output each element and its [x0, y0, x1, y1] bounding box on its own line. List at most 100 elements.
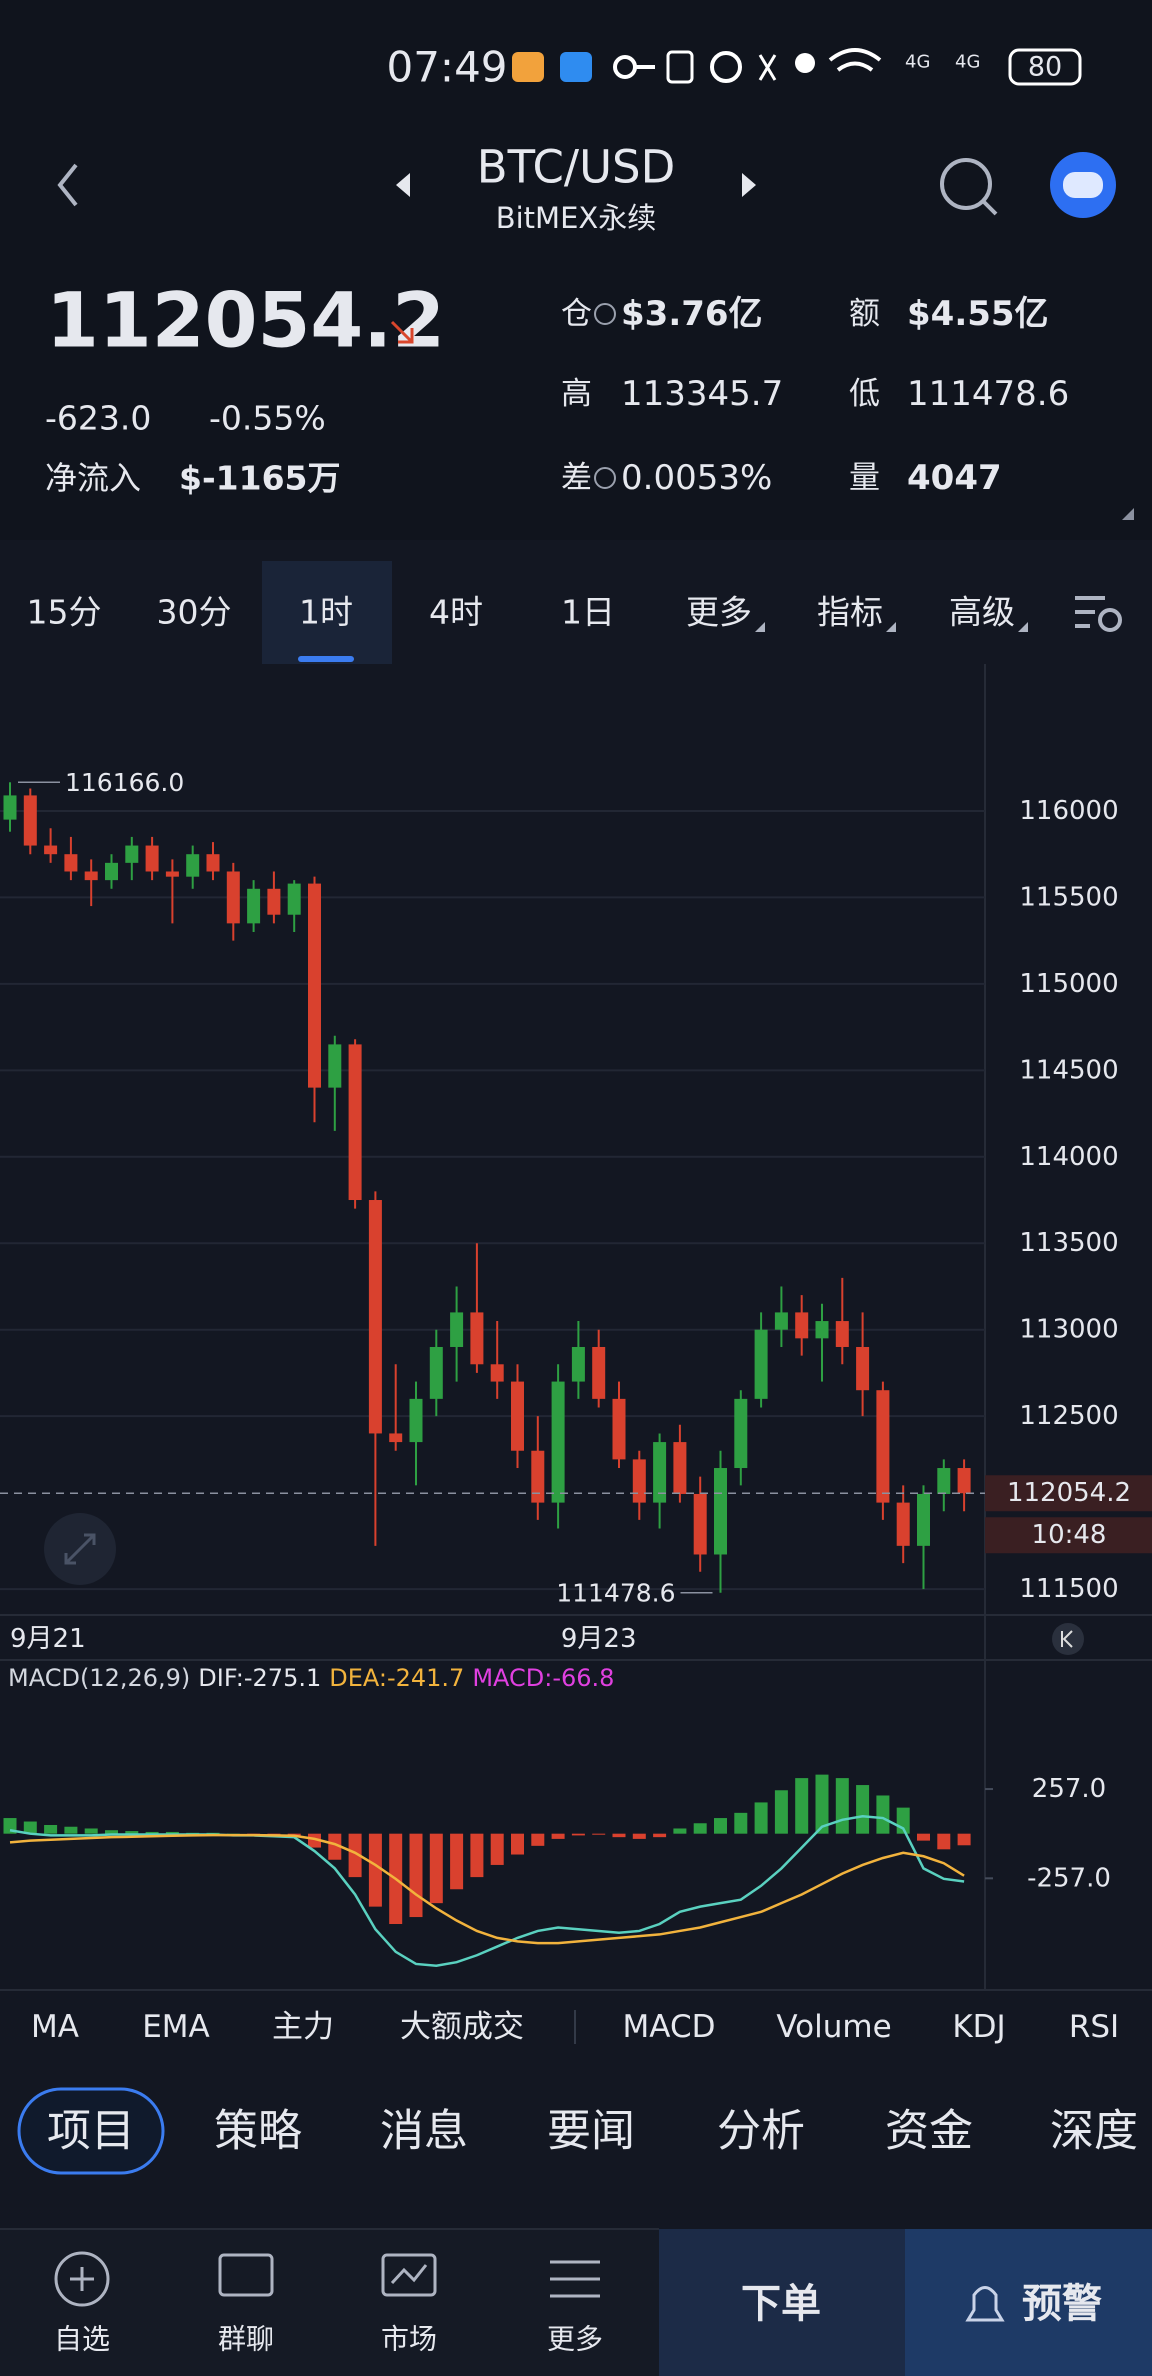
scroll-latest-icon: [1061, 1630, 1073, 1648]
info-icon[interactable]: [594, 467, 616, 489]
y-tick-label: 113500: [1019, 1228, 1118, 1258]
stat-value: $-1165万: [179, 459, 341, 498]
section-tab[interactable]: 资金: [885, 2106, 973, 2157]
fullscreen-icon: [64, 1533, 96, 1565]
macd-bar: [612, 1833, 626, 1838]
nav-icon: [54, 2251, 110, 2307]
search-button[interactable]: [940, 158, 992, 210]
macd-legend-item: DIF:-275.1: [198, 1664, 321, 1692]
nav-icon: [70, 2267, 94, 2291]
timeframe-tab[interactable]: 15分: [27, 593, 102, 632]
candle-body: [856, 1346, 870, 1391]
order-button[interactable]: 下单: [741, 2281, 821, 2327]
bluetooth-icon: [758, 54, 777, 81]
price-change-pct: -0.55%: [209, 399, 326, 438]
candle-body: [571, 1346, 585, 1382]
battery-outline: [1008, 48, 1082, 86]
macd-bar: [571, 1833, 585, 1836]
dropdown-mark: [886, 622, 896, 632]
order-button-bg[interactable]: [659, 2229, 905, 2376]
candle-body: [957, 1468, 971, 1494]
macd-bar: [714, 1818, 727, 1834]
timeframe-tab[interactable]: 指标: [817, 593, 883, 632]
info-icon[interactable]: [594, 303, 616, 325]
location-icon: [795, 53, 815, 73]
stat-value: 4047: [907, 458, 1002, 498]
nav-icon: [381, 2253, 437, 2297]
macd-bar: [917, 1833, 930, 1841]
stat-label: 高: [561, 376, 592, 412]
nav-item[interactable]: 市场: [381, 2323, 437, 2356]
countdown-label: 10:48: [1032, 1520, 1107, 1550]
next-symbol[interactable]: [742, 173, 756, 197]
timeframe-tab[interactable]: 1时: [299, 593, 353, 632]
macd-bar: [957, 1833, 971, 1846]
macd-bar: [125, 1831, 139, 1834]
timeframe-tab[interactable]: 4时: [429, 593, 483, 632]
candle-body: [835, 1321, 849, 1347]
indicator-tab[interactable]: KDJ: [952, 2009, 1005, 2045]
candle-body: [226, 871, 240, 924]
section-tab[interactable]: 策略: [214, 2106, 302, 2157]
indicator-tab[interactable]: MA: [31, 2009, 79, 2045]
macd-bar: [429, 1833, 443, 1904]
tab-active-bg: [262, 561, 392, 664]
stat-label: 净流入: [45, 459, 141, 497]
indicator-tab[interactable]: EMA: [142, 2009, 210, 2045]
expand-corner[interactable]: [1122, 508, 1134, 520]
macd-line: [9, 1815, 965, 1967]
timeframe-tab[interactable]: 高级: [949, 593, 1015, 632]
chart-settings[interactable]: [1075, 596, 1122, 632]
alert-button[interactable]: 预警: [1022, 2281, 1102, 2327]
back-button[interactable]: [57, 163, 78, 207]
indicator-tab[interactable]: Volume: [776, 2009, 891, 2045]
macd-legend: MACD(12,26,9) DIF:-275.1 DEA:-241.7 MACD:-6…: [8, 1664, 614, 1692]
macd-bar: [551, 1833, 565, 1839]
section-tab[interactable]: 要闻: [547, 2106, 635, 2157]
candle-body: [896, 1502, 910, 1546]
candle-body: [693, 1493, 707, 1555]
nav-item[interactable]: 群聊: [218, 2323, 274, 2356]
dropdown-mark: [755, 622, 765, 632]
nav-item[interactable]: 更多: [547, 2323, 603, 2356]
indicator-tab[interactable]: MACD: [623, 2009, 716, 2045]
section-tab[interactable]: 项目: [47, 2106, 135, 2157]
macd-bar: [876, 1795, 890, 1834]
macd-bar: [328, 1833, 342, 1860]
stat-value: 0.0053%: [621, 458, 772, 498]
y-tick-label: 112500: [1019, 1401, 1118, 1431]
timeframe-tab[interactable]: 更多: [686, 593, 752, 632]
candle-body: [267, 888, 281, 915]
section-tab[interactable]: 深度: [1050, 2106, 1138, 2157]
indicator-tab[interactable]: RSI: [1069, 2009, 1119, 2045]
timeframe-tab[interactable]: 30分: [157, 593, 232, 632]
macd-bar: [44, 1825, 58, 1834]
search-button[interactable]: [981, 199, 998, 216]
indicator-tab[interactable]: 大额成交: [400, 2009, 524, 2045]
tabs-bg: [0, 540, 1152, 664]
indicator-tab[interactable]: 主力: [272, 2009, 334, 2045]
timeframe-tab[interactable]: 1日: [561, 593, 615, 632]
alert-button-bg[interactable]: [905, 2229, 1152, 2376]
app-icon: [560, 52, 592, 82]
down-arrow: [390, 320, 414, 344]
symbol-subtitle: BitMEX永续: [496, 201, 657, 235]
nav-item[interactable]: 自选: [54, 2323, 110, 2356]
section-tab[interactable]: 消息: [380, 2106, 468, 2157]
scroll-latest[interactable]: [1052, 1623, 1084, 1655]
macd-bar: [450, 1833, 464, 1890]
candle-body: [84, 871, 98, 881]
y-tick-label: 114000: [1019, 1142, 1118, 1172]
y-tick-label: 114500: [1019, 1055, 1118, 1085]
candle-body: [64, 854, 78, 872]
countdown-tag: [985, 1517, 1152, 1554]
y-tick-label: 116000: [1019, 796, 1118, 826]
section-tab[interactable]: 分析: [717, 2106, 805, 2157]
candle-body: [409, 1398, 423, 1443]
prev-symbol[interactable]: [396, 173, 410, 197]
last-price-tag: [985, 1475, 1152, 1512]
nav-icon: [218, 2253, 274, 2297]
macd-bar: [795, 1778, 809, 1834]
macd-bar: [145, 1831, 159, 1834]
